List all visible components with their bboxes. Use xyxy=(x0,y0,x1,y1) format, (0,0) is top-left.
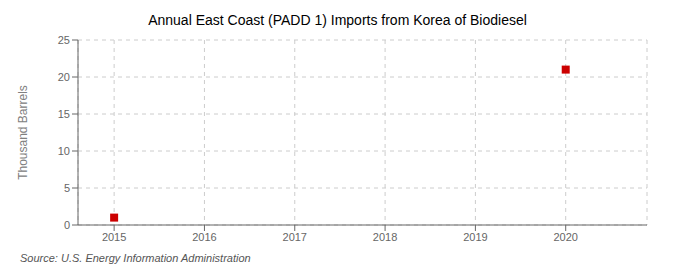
svg-text:2019: 2019 xyxy=(463,231,487,243)
svg-text:20: 20 xyxy=(58,71,70,83)
svg-text:25: 25 xyxy=(58,34,70,46)
svg-text:5: 5 xyxy=(64,182,70,194)
svg-text:10: 10 xyxy=(58,145,70,157)
svg-text:2016: 2016 xyxy=(192,231,216,243)
html-text:Source: U.S. Energy Informatio: Source: U.S. Energy Information Administ… xyxy=(20,252,251,264)
html-text:Annual East Coast (PADD 1) Imp: Annual East Coast (PADD 1) Imports from … xyxy=(148,12,527,28)
svg-text:Thousand Barrels: Thousand Barrels xyxy=(16,85,30,180)
svg-text:15: 15 xyxy=(58,108,70,120)
svg-text:2020: 2020 xyxy=(553,231,577,243)
svg-text:2017: 2017 xyxy=(283,231,307,243)
svg-text:0: 0 xyxy=(64,219,70,231)
svg-text:2018: 2018 xyxy=(373,231,397,243)
svg-text:2015: 2015 xyxy=(102,231,126,243)
